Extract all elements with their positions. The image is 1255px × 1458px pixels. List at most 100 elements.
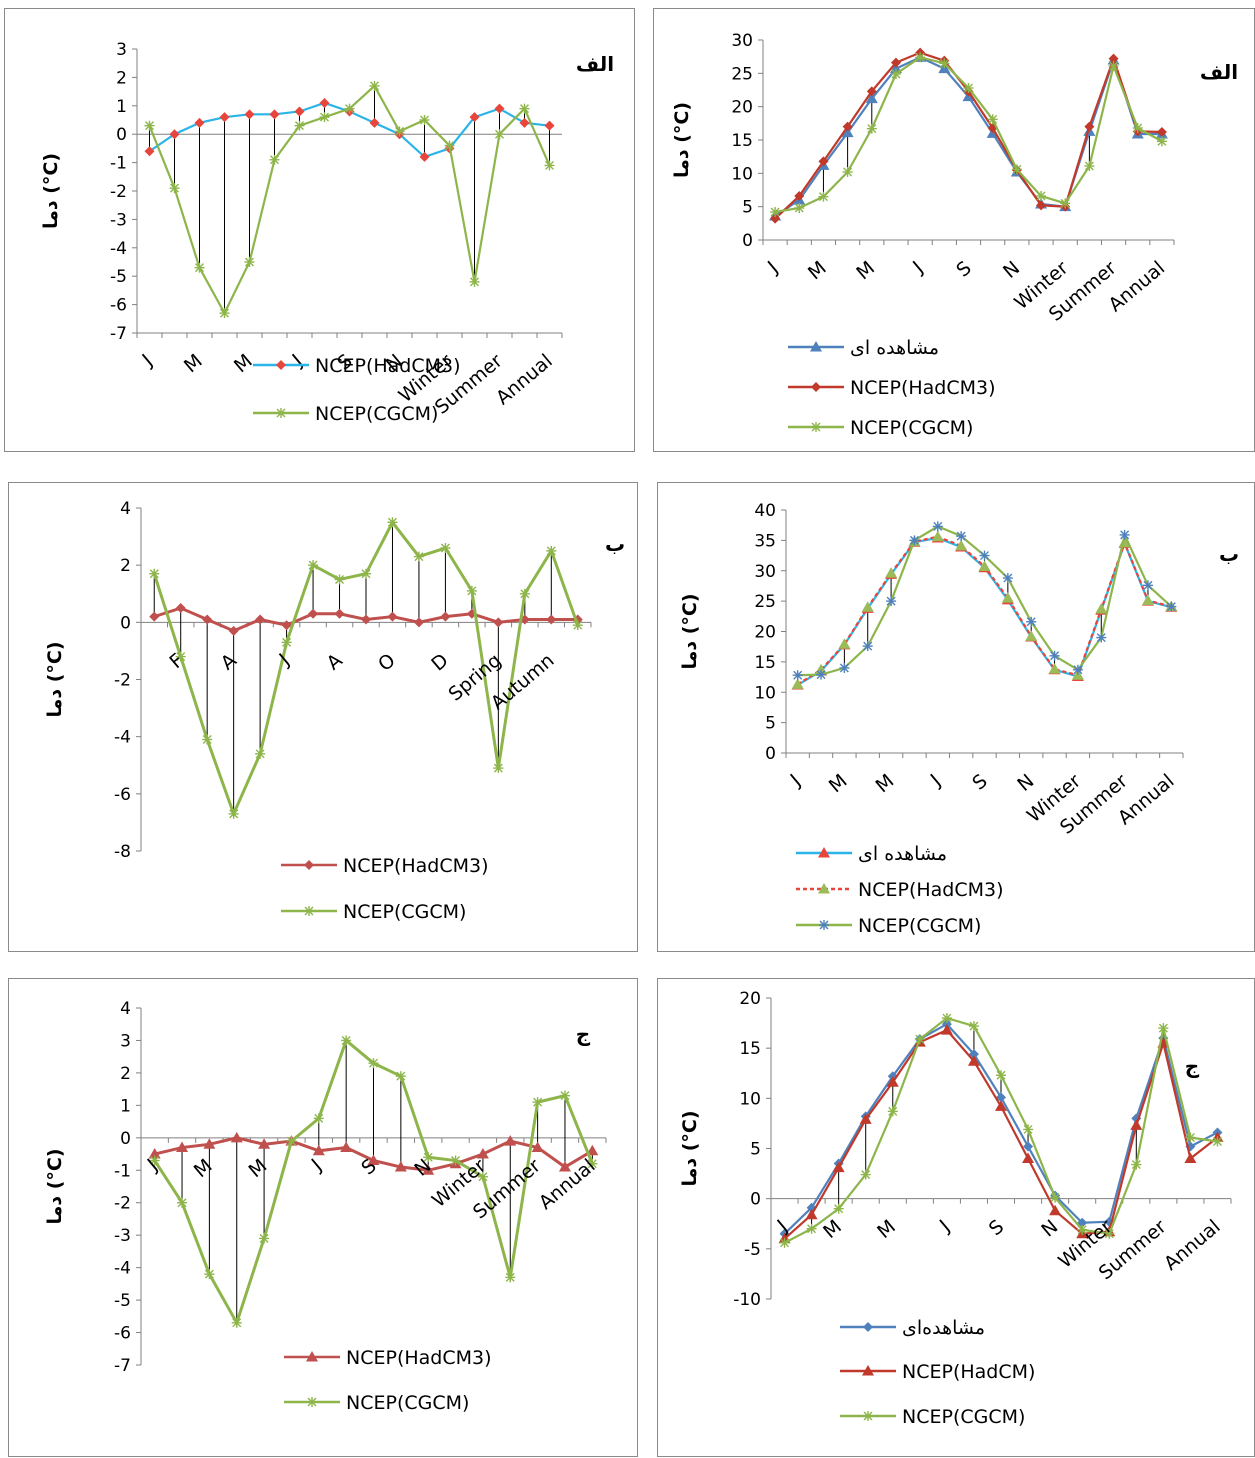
chart-1-series-1-point-15 [519,117,530,128]
chart-6-series-3-point-10 [1050,1192,1061,1203]
chart-1-ytick-label-9: -6 [110,296,127,316]
chart-2-series-2-point-4 [866,86,877,97]
chart-2-x-label-2: M [852,257,879,284]
chart-2-series-3-point-5 [890,69,901,79]
chart-5-series-2-point-16-d [587,1159,597,1169]
chart-2-ytick-label-2: 20 [731,98,753,118]
chart-3-series-1-point-2 [202,614,213,625]
chart-2-series-2-point-16 [1156,127,1167,137]
chart-2-legend-item-3: NCEP(CGCM) [788,417,973,439]
chart-4-legend-marker-3 [819,920,829,930]
chart-2-legend-item-2: NCEP(HadCM3) [788,377,996,399]
chart-5-ytick-label-1: 3 [120,1031,131,1051]
chart-3-ytick-label-2: 0 [120,613,131,633]
chart-6-series-3-point-5-d [915,1034,925,1044]
chart-2-legend-label-1: مشاهده ای [850,337,939,359]
chart-1-ytick-label-0: 3 [116,40,127,60]
chart-6-series-1-point-6 [941,1019,952,1030]
chart-6-series-1-line [783,1022,1218,1235]
chart-6-series-3-point-12 [1104,1228,1115,1239]
chart-6-series-1-point-9 [1023,1141,1034,1152]
chart-3-legend-marker-2-d [304,906,314,916]
chart-2-ytick-label-4: 10 [731,164,753,184]
chart-2-ytick-label-1: 25 [731,64,753,84]
chart-3-series-2-point-9 [387,517,398,528]
chart-2-series-3-point-0-d [770,207,780,217]
chart-2-legend-marker-2 [811,382,821,392]
chart-1-series-2 [144,80,555,319]
chart-6-ytick-label-6: -10 [733,1290,761,1310]
chart-4-series-3-point-0 [792,670,803,681]
chart-2-ytick-label-3: 15 [731,131,753,151]
chart-4-series-3-point-1-d [816,670,826,680]
chart-3-legend-label-1: NCEP(HadCM3) [343,855,489,877]
chart-4-series-2-point-6 [931,530,944,542]
chart-3-series-2-point-16-d [573,620,583,630]
chart-1-series-2-point-3 [219,308,230,319]
chart-6-series-3-point-13-d [1131,1160,1141,1170]
chart-4-y-title: دما (°C) [679,593,701,669]
chart-2-series-3-point-1 [794,203,805,213]
chart-3-series-2-point-14-d [520,589,530,599]
chart-2-series-3-point-5-d [891,69,901,79]
chart-2-series-3-point-14 [1108,61,1119,71]
chart-3-series-2-line [152,519,580,818]
chart-4-series-3-point-2-d [839,663,849,673]
chart-6-series-3-point-8 [996,1070,1006,1081]
chart-2-series-3 [770,52,1167,217]
chart-5-ytick-label-7: -3 [114,1226,131,1246]
chart-6-ytick-label-4: 0 [750,1190,761,1210]
chart-6-series-1-point-12 [1104,1216,1115,1227]
chart-4-series-3-point-16-d [1166,602,1176,612]
chart-1-series-2-point-14-d [495,129,504,139]
chart-5-legend-label-1: NCEP(HadCM3) [346,1347,492,1369]
chart-4-ytick-label-0: 40 [754,501,776,521]
chart-1-legend-marker-2-d [276,408,286,418]
chart-6-legend-marker-3 [863,1411,873,1421]
chart-5-axes: 4 3 2 1 0 -1 -2 -3 -4 -5 -6 -7 [114,999,607,1376]
chart-2-series-3-point-4-d [867,124,877,134]
chart-3-series-2-point-1 [175,651,186,662]
chart-4-panel-label: ب [1219,542,1239,566]
chart-3-legend-marker-1 [304,860,314,870]
chart-5-x-label-3: J [307,1155,326,1176]
chart-3-series-2-point-15-d [546,546,556,556]
chart-6-series-3 [779,1013,1223,1248]
chart-2-series-3-point-15 [1132,123,1143,133]
chart-5-series-1-point-7 [340,1141,353,1153]
chart-1-series-2-point-15 [519,103,530,114]
chart-5-series-2-point-9 [395,1071,406,1082]
chart-4-series-3-point-3-d [863,641,873,651]
chart-1-series-1-point-11 [419,151,430,162]
chart-2-series-3-point-9-d [988,114,998,124]
chart-1-series-2-point-8-d [345,104,354,114]
chart-5-series-2-point-3 [231,1317,242,1328]
chart-2-drop-lines [774,60,1163,216]
chart-5-ytick-label-5: -1 [114,1161,131,1181]
chart-3-series-2-point-3 [228,808,239,819]
chart-1-series-2-point-2-d [195,263,204,273]
chart-5-series-2-point-4 [259,1233,270,1244]
chart-5-legend-marker-2 [307,1397,317,1407]
chart-6-series-3-point-0 [779,1237,790,1248]
chart-1-legend-marker-2 [276,408,286,418]
chart-1-series-2-point-0 [144,120,155,131]
chart-5-series-1-point-1 [176,1141,189,1153]
chart-2-legend-label-2: NCEP(HadCM3) [850,377,996,399]
chart-panel-4: 40 35 30 25 20 15 10 5 0 J M M J S N Winter Summer Annual… [657,482,1255,952]
chart-5-series-1 [148,1131,599,1175]
chart-2-series-2-point-0 [770,213,781,224]
chart-6-legend-marker-2 [862,1365,874,1376]
chart-1-ytick-label-7: -4 [110,239,127,259]
chart-4-legend-marker-1 [818,847,830,858]
chart-3-series-2-point-5-d [282,637,292,647]
chart-6-legend-item-3: NCEP(CGCM) [840,1406,1025,1428]
chart-5-series-2-point-2-d [204,1269,214,1279]
chart-3-series-1-point-0 [149,611,160,622]
chart-4-ytick-label-7: 5 [765,714,776,734]
chart-6-series-3-point-2 [833,1203,844,1214]
chart-6-series-2-point-9 [1022,1152,1035,1164]
chart-5-series-2-point-11-d [451,1156,461,1166]
chart-3-series-1-point-10 [413,617,424,628]
chart-2-series-2-point-2 [818,156,829,167]
